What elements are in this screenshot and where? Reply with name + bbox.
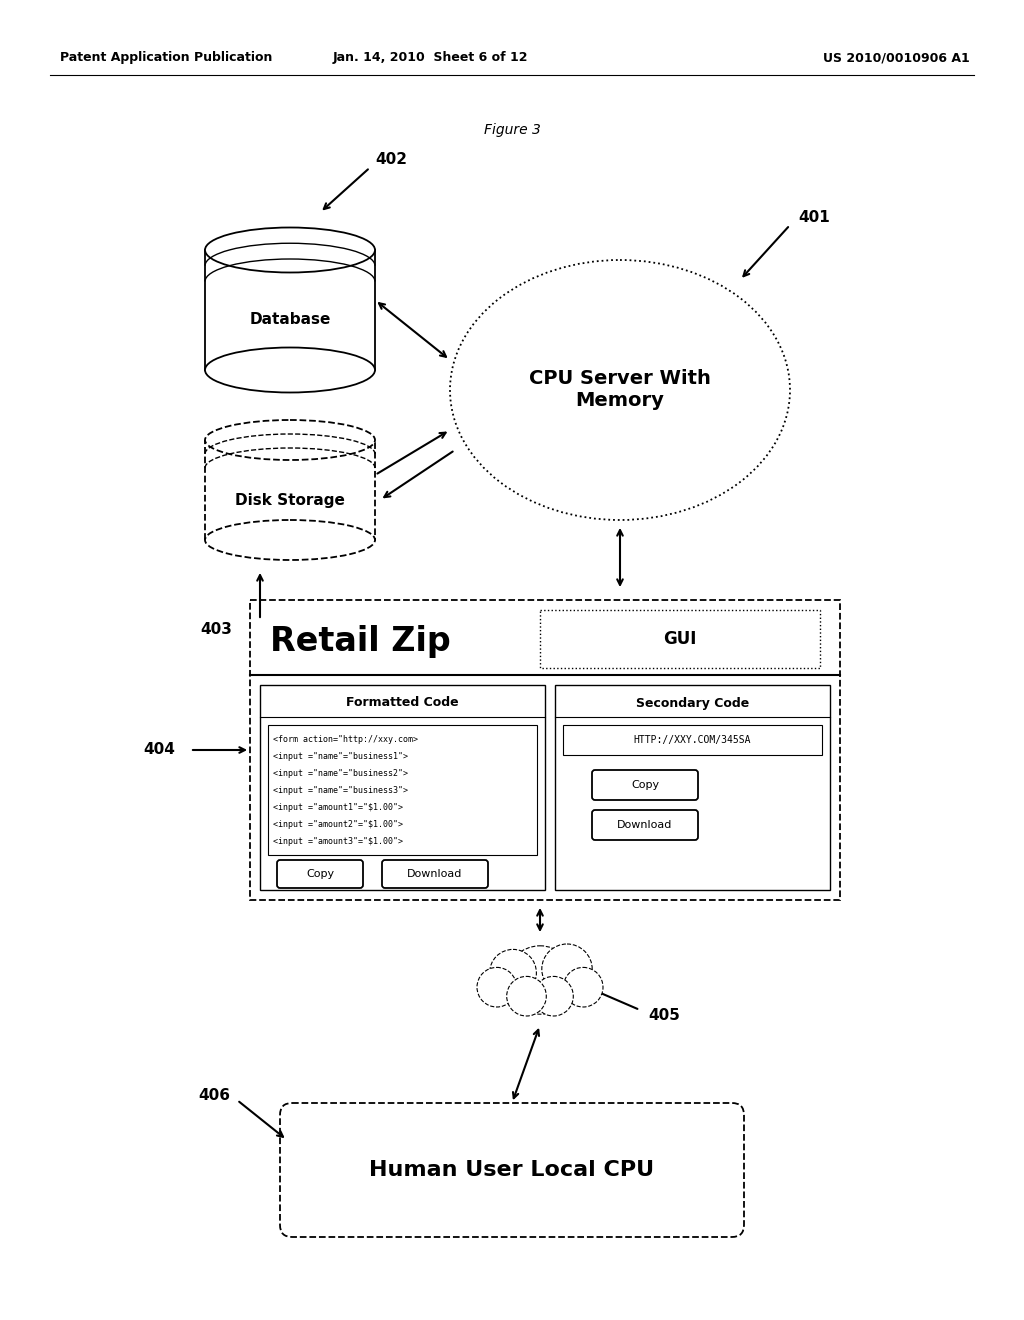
FancyBboxPatch shape: [592, 770, 698, 800]
Text: Database: Database: [249, 313, 331, 327]
Text: Patent Application Publication: Patent Application Publication: [60, 51, 272, 65]
Ellipse shape: [205, 520, 375, 560]
Text: Human User Local CPU: Human User Local CPU: [370, 1160, 654, 1180]
Text: 401: 401: [798, 210, 829, 226]
Circle shape: [506, 946, 574, 1014]
FancyBboxPatch shape: [382, 861, 488, 888]
Text: Download: Download: [617, 820, 673, 830]
Ellipse shape: [450, 260, 790, 520]
Text: <input ="amount2"="$1.00">: <input ="amount2"="$1.00">: [273, 820, 403, 829]
FancyBboxPatch shape: [563, 725, 822, 755]
Circle shape: [542, 944, 592, 994]
Text: Formatted Code: Formatted Code: [346, 697, 459, 710]
Text: Copy: Copy: [306, 869, 334, 879]
FancyBboxPatch shape: [260, 685, 545, 890]
Text: <form action="http://xxy.com>: <form action="http://xxy.com>: [273, 735, 418, 744]
Text: <input ="amount1"="$1.00">: <input ="amount1"="$1.00">: [273, 803, 403, 812]
Text: Download: Download: [408, 869, 463, 879]
Circle shape: [489, 949, 537, 997]
Text: Jan. 14, 2010  Sheet 6 of 12: Jan. 14, 2010 Sheet 6 of 12: [332, 51, 527, 65]
Text: Figure 3: Figure 3: [483, 123, 541, 137]
Text: <input ="name"="business2">: <input ="name"="business2">: [273, 770, 408, 777]
Circle shape: [477, 968, 516, 1007]
FancyBboxPatch shape: [205, 249, 375, 370]
Text: 404: 404: [143, 742, 175, 758]
Circle shape: [534, 977, 573, 1016]
FancyBboxPatch shape: [555, 685, 830, 890]
FancyBboxPatch shape: [268, 725, 537, 855]
Text: 402: 402: [375, 152, 407, 168]
Circle shape: [507, 977, 546, 1016]
Text: Retail Zip: Retail Zip: [270, 626, 451, 659]
Circle shape: [563, 968, 603, 1007]
Text: Secondary Code: Secondary Code: [636, 697, 750, 710]
Text: 405: 405: [648, 1007, 680, 1023]
Text: 403: 403: [200, 623, 231, 638]
Text: 406: 406: [198, 1088, 230, 1102]
FancyBboxPatch shape: [205, 440, 375, 540]
FancyBboxPatch shape: [250, 601, 840, 900]
Ellipse shape: [205, 420, 375, 459]
Text: <input ="name"="business3">: <input ="name"="business3">: [273, 785, 408, 795]
Text: US 2010/0010906 A1: US 2010/0010906 A1: [823, 51, 970, 65]
Text: Disk Storage: Disk Storage: [236, 492, 345, 507]
Ellipse shape: [205, 347, 375, 392]
Text: <input ="amount3"="$1.00">: <input ="amount3"="$1.00">: [273, 837, 403, 846]
FancyBboxPatch shape: [278, 861, 362, 888]
Text: Copy: Copy: [631, 780, 659, 789]
Ellipse shape: [205, 227, 375, 272]
FancyBboxPatch shape: [540, 610, 820, 668]
FancyBboxPatch shape: [280, 1104, 744, 1237]
Text: GUI: GUI: [664, 630, 696, 648]
FancyBboxPatch shape: [592, 810, 698, 840]
Text: <input ="name"="business1">: <input ="name"="business1">: [273, 752, 408, 762]
Text: HTTP://XXY.COM/345SA: HTTP://XXY.COM/345SA: [634, 735, 752, 744]
Text: CPU Server With
Memory: CPU Server With Memory: [529, 370, 711, 411]
